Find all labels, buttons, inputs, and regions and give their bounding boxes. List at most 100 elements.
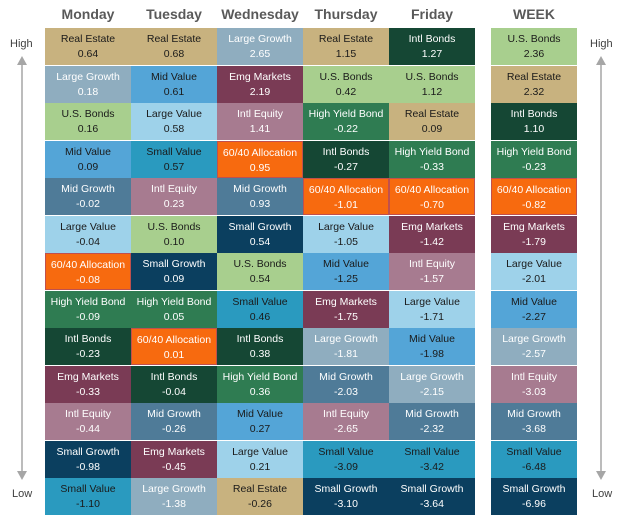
return-cell: Intl Equity -3.03	[491, 365, 577, 403]
asset-class-label: Small Value	[232, 295, 288, 308]
return-cell: Small Value -3.09	[303, 440, 389, 478]
asset-class-label: Intl Equity	[64, 408, 112, 420]
asset-class-label: Small Growth	[314, 483, 378, 495]
return-cell: Large Value -1.71	[389, 290, 475, 328]
return-value-label: 2.65	[249, 48, 271, 60]
return-cell: Small Value 0.57	[131, 140, 217, 178]
ranking-arrow-left-icon	[17, 56, 27, 480]
asset-class-label: Emg Markets	[315, 295, 377, 308]
return-cell: Intl Equity -1.57	[389, 253, 475, 290]
asset-class-label: U.S. Bonds	[507, 33, 561, 45]
return-cell: Intl Equity 0.23	[131, 178, 217, 215]
asset-class-label: Emg Markets	[503, 220, 565, 233]
return-value-label: -1.71	[420, 310, 444, 323]
return-cell: U.S. Bonds 0.16	[45, 103, 131, 140]
asset-class-label: Large Value	[318, 220, 374, 233]
asset-class-label: 60/40 Allocation	[50, 259, 126, 271]
asset-class-label: Large Growth	[502, 333, 566, 345]
return-value-label: 0.21	[249, 460, 271, 473]
return-cell: Emg Markets -0.45	[131, 440, 217, 478]
return-value-label: -2.57	[522, 348, 546, 360]
return-cell: Real Estate 2.32	[491, 65, 577, 103]
return-value-label: -0.09	[76, 310, 100, 323]
asset-class-label: Emg Markets	[401, 220, 463, 233]
asset-class-label: 60/40 Allocation	[136, 334, 212, 346]
asset-class-label: Large Value	[232, 445, 288, 458]
return-value-label: -6.96	[522, 498, 546, 510]
asset-class-label: 60/40 Allocation	[394, 184, 470, 196]
asset-class-label: Small Growth	[142, 258, 206, 270]
return-value-label: -2.27	[522, 310, 546, 323]
return-cell: Intl Bonds 1.10	[491, 103, 577, 140]
column-header: Thursday	[314, 6, 378, 22]
asset-class-label: Large Value	[60, 220, 116, 233]
asset-class-label: Small Value	[404, 445, 460, 458]
return-value-label: 0.16	[77, 123, 99, 135]
return-cell: U.S. Bonds 0.10	[131, 215, 217, 253]
asset-class-label: High Yield Bond	[308, 108, 384, 120]
asset-class-label: Mid Value	[409, 333, 455, 345]
asset-class-label: Small Value	[146, 145, 202, 158]
return-cell: Large Growth -2.15	[389, 365, 475, 403]
asset-class-label: High Yield Bond	[394, 145, 470, 158]
asset-class-label: Mid Value	[151, 70, 197, 83]
asset-class-label: Intl Bonds	[510, 108, 558, 120]
return-cell: Small Value -1.10	[45, 478, 131, 515]
asset-class-label: Mid Value	[65, 145, 111, 158]
asset-class-label: Real Estate	[404, 108, 460, 120]
return-value-label: 0.54	[249, 235, 271, 248]
return-value-label: 0.18	[77, 85, 99, 98]
return-value-label: -2.01	[522, 273, 546, 285]
return-value-label: -3.64	[420, 498, 444, 510]
return-value-label: -1.10	[76, 498, 100, 510]
asset-class-label: Mid Growth	[405, 408, 459, 420]
return-cell: Real Estate 0.09	[389, 103, 475, 140]
return-value-label: 0.68	[163, 48, 185, 60]
asset-class-label: Intl Bonds	[236, 333, 284, 345]
return-cell: Intl Equity 1.41	[217, 103, 303, 140]
return-cell: Small Growth -3.64	[389, 478, 475, 515]
return-value-label: -0.04	[162, 385, 186, 398]
low-label-right: Low	[592, 488, 613, 500]
return-cell: Large Growth 2.65	[217, 28, 303, 65]
asset-class-label: Mid Growth	[319, 370, 373, 383]
return-cell: Emg Markets -1.42	[389, 215, 475, 253]
asset-class-label: 60/40 Allocation	[308, 184, 384, 196]
return-value-label: 0.61	[163, 85, 185, 98]
return-value-label: -1.81	[334, 348, 358, 360]
asset-class-label: Large Growth	[56, 70, 120, 83]
asset-class-label: Large Growth	[314, 333, 378, 345]
return-value-label: -3.03	[522, 385, 546, 398]
return-value-label: -0.27	[334, 160, 358, 173]
asset-class-label: Mid Value	[511, 295, 557, 308]
return-value-label: 0.64	[77, 48, 99, 60]
return-value-label: 0.54	[249, 273, 271, 285]
asset-class-label: U.S. Bonds	[405, 70, 459, 83]
asset-class-label: Mid Growth	[61, 183, 115, 195]
asset-class-label: Intl Equity	[408, 258, 456, 270]
asset-class-label: Real Estate	[146, 33, 202, 45]
return-cell: U.S. Bonds 0.42	[303, 65, 389, 103]
asset-class-label: High Yield Bond	[136, 295, 212, 308]
asset-class-label: U.S. Bonds	[61, 108, 115, 120]
return-value-label: -1.42	[420, 235, 444, 248]
return-value-label: 2.19	[249, 85, 271, 98]
column-header: Monday	[61, 6, 115, 22]
asset-class-label: Small Value	[506, 445, 562, 458]
asset-class-label: High Yield Bond	[496, 145, 572, 158]
return-cell: Large Value 0.21	[217, 440, 303, 478]
return-cell: High Yield Bond 0.36	[217, 365, 303, 403]
column-header: Friday	[410, 6, 453, 22]
return-value-label: 0.95	[249, 161, 271, 174]
return-value-label: -0.82	[522, 199, 546, 211]
return-cell: U.S. Bonds 1.12	[389, 65, 475, 103]
return-cell: Small Value -3.42	[389, 440, 475, 478]
return-value-label: 2.36	[523, 48, 545, 60]
return-cell: Mid Growth -2.32	[389, 403, 475, 440]
return-cell: Large Growth -2.57	[491, 328, 577, 365]
asset-class-label: Large Value	[404, 295, 460, 308]
return-value-label: 0.42	[335, 85, 357, 98]
return-cell: Mid Growth -0.02	[45, 178, 131, 215]
return-cell: Large Value -2.01	[491, 253, 577, 290]
